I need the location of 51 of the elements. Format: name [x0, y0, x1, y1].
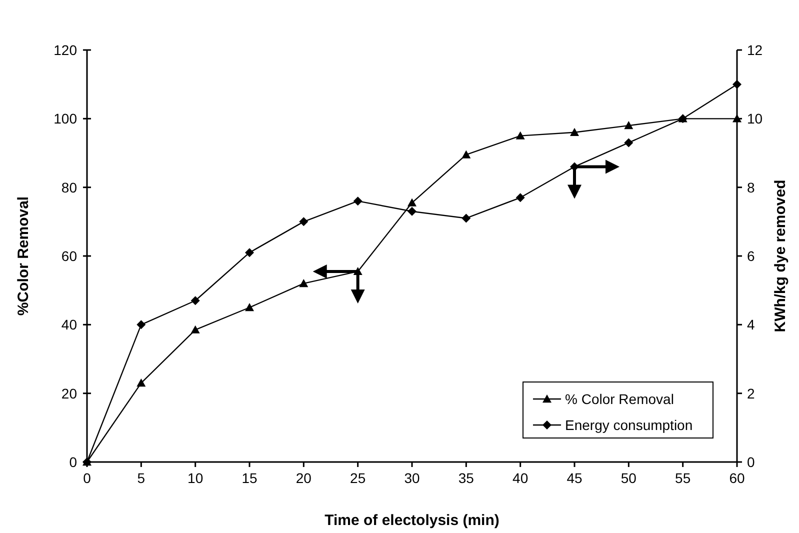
y-tick-label: 120: [54, 42, 78, 58]
x-tick-label: 40: [512, 470, 528, 486]
y2-tick-label: 4: [747, 316, 755, 333]
x-tick-label: 25: [350, 470, 366, 486]
x-tick-label: 45: [566, 470, 582, 486]
y2-tick-label: 2: [747, 385, 755, 402]
x-tick-label: 0: [83, 470, 92, 486]
y2-tick-label: 8: [747, 179, 755, 196]
x-tick-label: 60: [729, 470, 745, 486]
y-tick-label: 60: [61, 248, 78, 264]
point: [136, 320, 146, 330]
y2-tick-label: 10: [747, 110, 763, 127]
y-tick-label: 0: [69, 454, 78, 470]
point: [245, 248, 254, 258]
y2-axis-title: KWh/kg dye removed: [772, 180, 789, 332]
point: [190, 325, 200, 334]
y-axis-title: %Color Removal: [15, 196, 32, 316]
point: [570, 128, 579, 136]
y-tick-label: 80: [61, 179, 78, 196]
legend-label: % Color Removal: [565, 391, 674, 407]
y-tick-label: 20: [61, 385, 78, 402]
point: [516, 131, 525, 140]
x-tick-label: 30: [404, 470, 420, 486]
x-tick-label: 15: [242, 470, 258, 486]
point: [408, 198, 416, 206]
x-tick-label: 35: [458, 470, 474, 486]
point: [732, 80, 742, 89]
x-tick-label: 20: [296, 470, 312, 486]
point: [353, 196, 362, 206]
point: [408, 206, 416, 216]
point: [462, 214, 471, 223]
point: [299, 217, 308, 226]
point: [299, 278, 308, 288]
y-tick-label: 40: [61, 316, 78, 333]
x-tick-label: 50: [620, 470, 637, 486]
point: [624, 138, 634, 148]
point: [136, 378, 146, 387]
x-axis-title: Time of electolysis (min): [324, 512, 500, 529]
x-tick-label: 10: [188, 470, 204, 486]
point: [245, 303, 254, 312]
point: [190, 296, 200, 306]
y2-tick-label: 12: [747, 42, 763, 58]
y-tick-label: 100: [54, 110, 78, 127]
x-tick-label: 5: [137, 470, 146, 486]
point: [462, 150, 471, 158]
point: [624, 121, 634, 130]
x-tick-label: 55: [675, 470, 691, 486]
legend-label: Energy consumption: [565, 417, 693, 433]
point: [516, 193, 525, 202]
y2-tick-label: 0: [747, 454, 755, 470]
y2-tick-label: 6: [747, 248, 755, 264]
